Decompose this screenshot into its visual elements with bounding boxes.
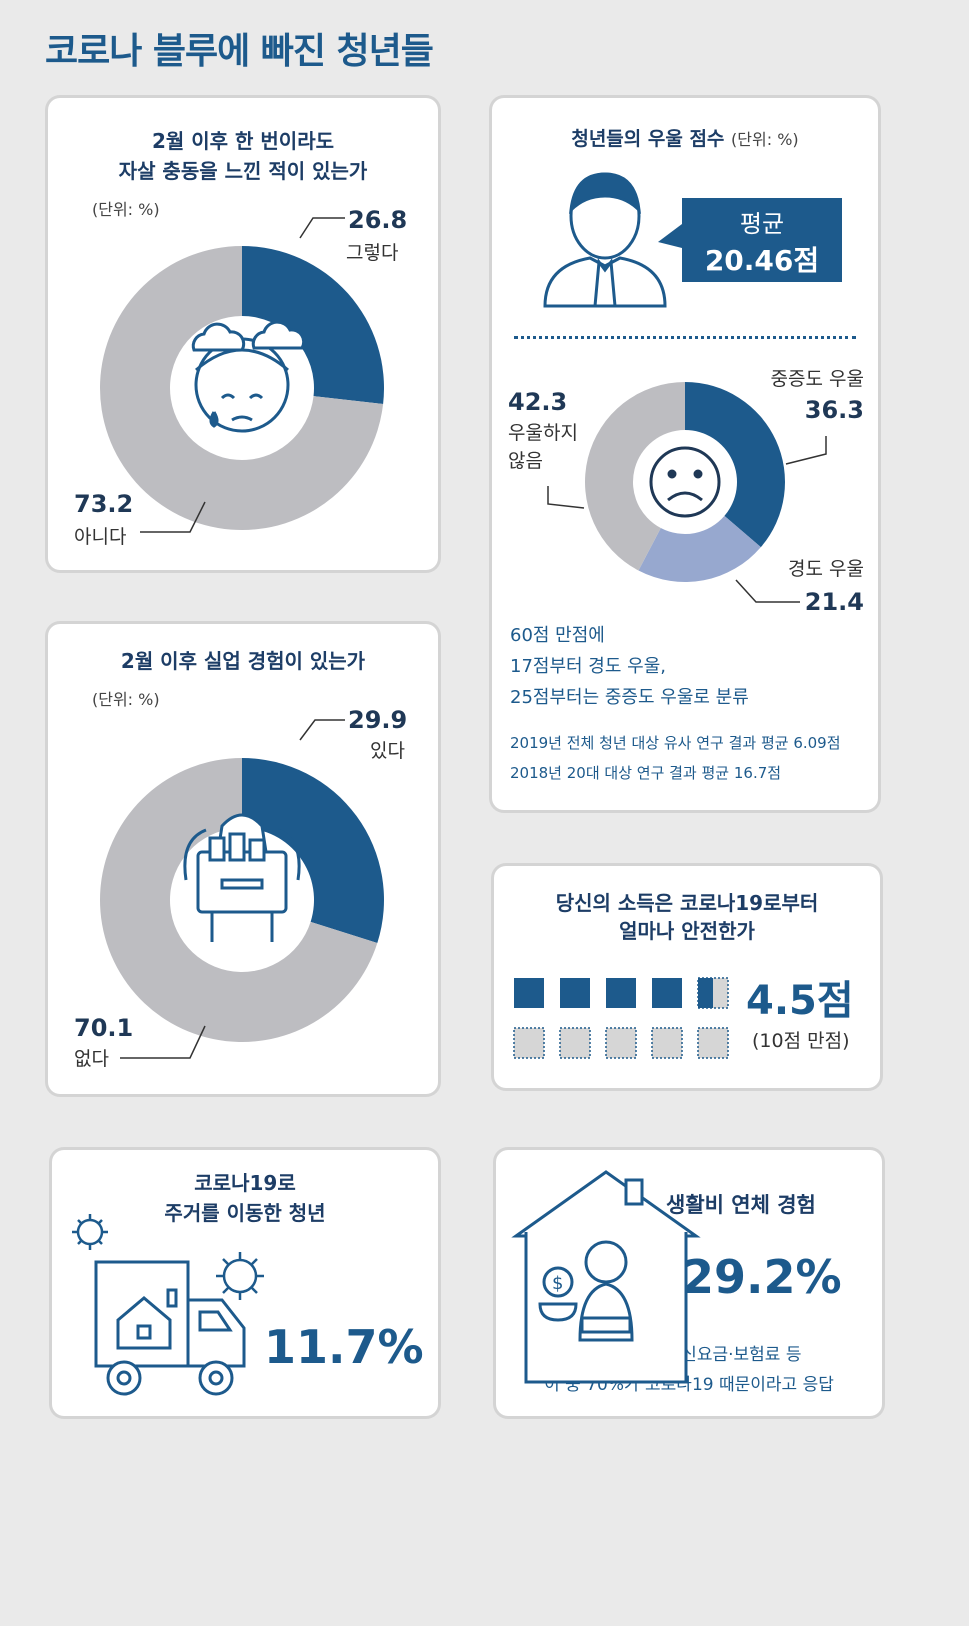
leader-line: [299, 217, 345, 239]
unemployment-yes-label: 있다: [370, 740, 405, 762]
unemployment-no-value: 70.1: [74, 1014, 134, 1042]
score-square: [697, 1027, 729, 1059]
arrears-title: 생활비 연체 경험: [666, 1193, 816, 1217]
slice-중증도 우울: [685, 382, 785, 548]
box-carrying-icon: [183, 813, 301, 942]
score-square: [606, 978, 636, 1008]
unemployment-donut: [100, 758, 384, 1042]
mild-label: 경도 우울: [788, 558, 864, 580]
score-square-partial: [698, 978, 713, 1008]
slice-있다: [242, 758, 384, 944]
depression-title-row: 청년들의 우울 점수 (단위: %): [492, 124, 878, 155]
depression-unit: (단위: %): [731, 130, 799, 149]
score-square: [514, 978, 544, 1008]
depression-title: 청년들의 우울 점수: [571, 128, 725, 150]
dollar-icon: $: [552, 1273, 563, 1294]
compare-2: 2018년 20대 대상 연구 결과 평균 16.7점: [510, 764, 782, 782]
badge-pointer-icon: [658, 224, 682, 248]
none-label-1: 우울하지: [508, 422, 578, 444]
depression-donut: [584, 382, 785, 582]
compare-1: 2019년 전체 청년 대상 유사 연구 결과 평균 6.09점: [510, 734, 841, 752]
leader-line: [785, 436, 827, 465]
income-title-1: 당신의 소득은 코로나19로부터: [555, 891, 819, 915]
moving-title-2: 주거를 이동한 청년: [164, 1201, 326, 1225]
score-square: [651, 1027, 683, 1059]
none-value: 42.3: [508, 388, 568, 416]
severe-label: 중증도 우울: [770, 368, 864, 390]
slice-그렇다: [242, 246, 384, 405]
income-score: 4.5점: [746, 978, 854, 1024]
income-max: (10점 만점): [752, 1030, 850, 1052]
moving-title-1: 코로나19로: [194, 1171, 296, 1195]
severe-value: 36.3: [804, 396, 864, 424]
score-square: [605, 1027, 637, 1059]
suicide-yes-value: 26.8: [348, 206, 408, 234]
slice-없다: [100, 758, 378, 1042]
suicide-unit: (단위: %): [92, 200, 160, 219]
sad-face-icon: [191, 320, 306, 433]
average-label: 평균: [739, 210, 785, 238]
suicide-no-value: 73.2: [74, 490, 134, 518]
score-square: [559, 1027, 591, 1059]
average-value: 20.46점: [704, 244, 820, 277]
divider: [514, 336, 856, 339]
note-3: 25점부터는 중증도 우울로 분류: [510, 687, 749, 708]
none-label-2: 않음: [508, 450, 543, 472]
slice-아니다: [100, 246, 384, 530]
depression-note: 60점 만점에 17점부터 경도 우울, 25점부터는 중증도 우울로 분류: [510, 620, 749, 713]
score-square: [652, 978, 682, 1008]
suicide-title-1: 2월 이후 한 번이라도: [151, 129, 334, 153]
score-square: [513, 1027, 545, 1059]
note-1: 60점 만점에: [510, 625, 605, 646]
income-card: 당신의 소득은 코로나19로부터 얼마나 안전한가 4.5점 (10점 만점): [494, 866, 880, 1088]
note-2: 17점부터 경도 우울,: [510, 656, 666, 677]
moving-truck-icon: [94, 1260, 246, 1396]
leader-line: [547, 486, 585, 509]
unemployment-unit: (단위: %): [92, 690, 160, 709]
house-person-icon: $: [511, 1170, 701, 1384]
leader-line: [120, 1025, 206, 1059]
unemployment-yes-value: 29.9: [348, 706, 408, 734]
suicide-donut: [100, 246, 384, 530]
leader-line: [140, 501, 206, 533]
moving-value: 11.7%: [264, 1320, 424, 1374]
suicide-title-2: 자살 충동을 느낀 적이 있는가: [118, 159, 368, 183]
arrears-value: 29.2%: [682, 1250, 842, 1304]
suicide-no-label: 아니다: [74, 526, 127, 548]
slice-우울하지 않음: [584, 382, 685, 571]
mild-value: 21.4: [804, 588, 864, 616]
page-title: 코로나 블루에 빠진 청년들: [45, 31, 434, 72]
income-title-2: 얼마나 안전한가: [619, 919, 755, 943]
unemployment-no-label: 없다: [74, 1048, 109, 1070]
suicide-yes-label: 그렇다: [346, 242, 399, 264]
average-badge: 평균 20.46점: [682, 198, 842, 282]
virus-icon: [72, 1214, 264, 1300]
income-squares: [513, 977, 729, 1059]
slice-경도 우울: [638, 515, 761, 582]
score-square: [560, 978, 590, 1008]
depression-compare: 2019년 전체 청년 대상 유사 연구 결과 평균 6.09점 2018년 2…: [510, 728, 841, 788]
frown-face-icon: [649, 446, 721, 518]
leader-line: [299, 719, 345, 741]
leader-line: [735, 579, 800, 603]
person-icon: [543, 172, 667, 308]
unemployment-title: 2월 이후 실업 경험이 있는가: [120, 649, 366, 673]
